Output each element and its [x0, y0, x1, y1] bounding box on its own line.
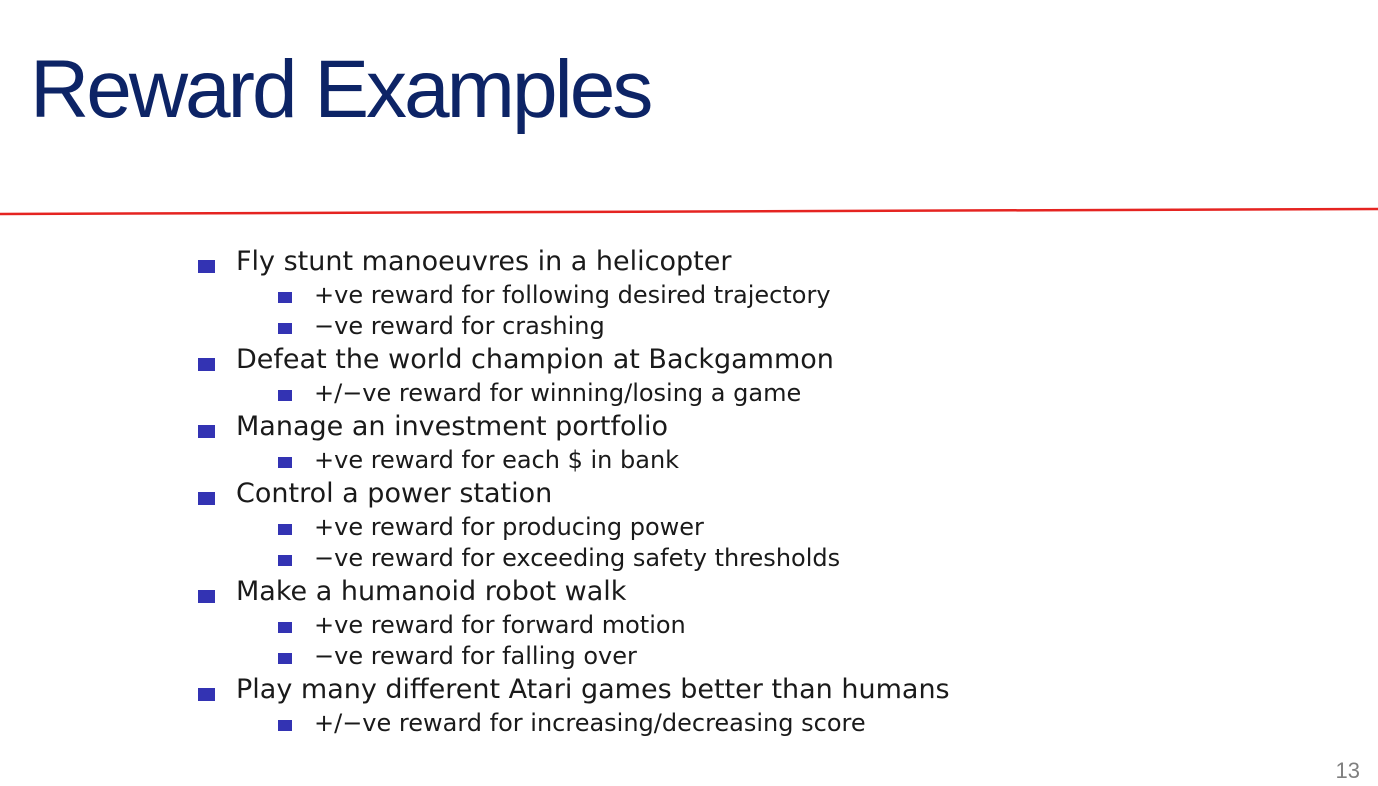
sub-list-item-label: +ve reward for forward motion	[314, 611, 686, 639]
sub-list-item: +/−ve reward for increasing/decreasing s…	[198, 708, 950, 739]
list-item: Fly stunt manoeuvres in a helicopter	[198, 244, 950, 280]
list-item-label: Fly stunt manoeuvres in a helicopter	[236, 246, 732, 277]
list-item: Manage an investment portfolio	[198, 409, 950, 445]
list-item-label: Play many different Atari games better t…	[236, 674, 950, 705]
sub-list-item: −ve reward for crashing	[198, 311, 950, 342]
square-bullet-icon	[198, 260, 215, 273]
list-item: Control a power station	[198, 476, 950, 512]
square-bullet-icon	[198, 425, 215, 438]
list-item-label: Manage an investment portfolio	[236, 411, 669, 442]
square-bullet-icon	[278, 720, 292, 731]
sub-list-item: +ve reward for following desired traject…	[198, 280, 950, 311]
sub-list-item-label: −ve reward for falling over	[314, 642, 637, 670]
sub-list-item: −ve reward for falling over	[198, 641, 950, 672]
sub-list-item: +ve reward for each $ in bank	[198, 445, 950, 476]
sub-list-item-label: +ve reward for following desired traject…	[314, 281, 831, 309]
sub-list-item: +ve reward for producing power	[198, 512, 950, 543]
square-bullet-icon	[278, 555, 292, 566]
square-bullet-icon	[198, 358, 215, 371]
sub-list-item-label: +/−ve reward for increasing/decreasing s…	[314, 709, 866, 737]
sub-list-item: −ve reward for exceeding safety threshol…	[198, 543, 950, 574]
square-bullet-icon	[278, 653, 292, 664]
square-bullet-icon	[198, 492, 215, 505]
square-bullet-icon	[278, 457, 292, 468]
list-item-label: Make a humanoid robot walk	[236, 576, 627, 607]
sub-list-item-label: −ve reward for crashing	[314, 312, 605, 340]
sub-list-item-label: +ve reward for producing power	[314, 513, 704, 541]
list-item-label: Control a power station	[236, 478, 553, 509]
square-bullet-icon	[278, 390, 292, 401]
reward-examples-list: Fly stunt manoeuvres in a helicopter +ve…	[198, 244, 950, 739]
square-bullet-icon	[278, 524, 292, 535]
square-bullet-icon	[198, 688, 215, 701]
sub-list-item-label: +ve reward for each $ in bank	[314, 446, 680, 474]
sub-list-item-label: −ve reward for exceeding safety threshol…	[314, 544, 841, 572]
title-divider	[0, 207, 1378, 216]
list-item: Make a humanoid robot walk	[198, 574, 950, 610]
list-item-label: Defeat the world champion at Backgammon	[236, 344, 834, 375]
list-item: Defeat the world champion at Backgammon	[198, 342, 950, 378]
slide-title: Reward Examples	[30, 44, 653, 135]
sub-list-item: +/−ve reward for winning/losing a game	[198, 378, 950, 409]
list-item: Play many different Atari games better t…	[198, 672, 950, 708]
square-bullet-icon	[278, 292, 292, 303]
sub-list-item: +ve reward for forward motion	[198, 610, 950, 641]
page-number: 13	[1335, 758, 1360, 783]
square-bullet-icon	[198, 590, 215, 603]
sub-list-item-label: +/−ve reward for winning/losing a game	[314, 379, 802, 407]
square-bullet-icon	[278, 622, 292, 633]
square-bullet-icon	[278, 323, 292, 334]
